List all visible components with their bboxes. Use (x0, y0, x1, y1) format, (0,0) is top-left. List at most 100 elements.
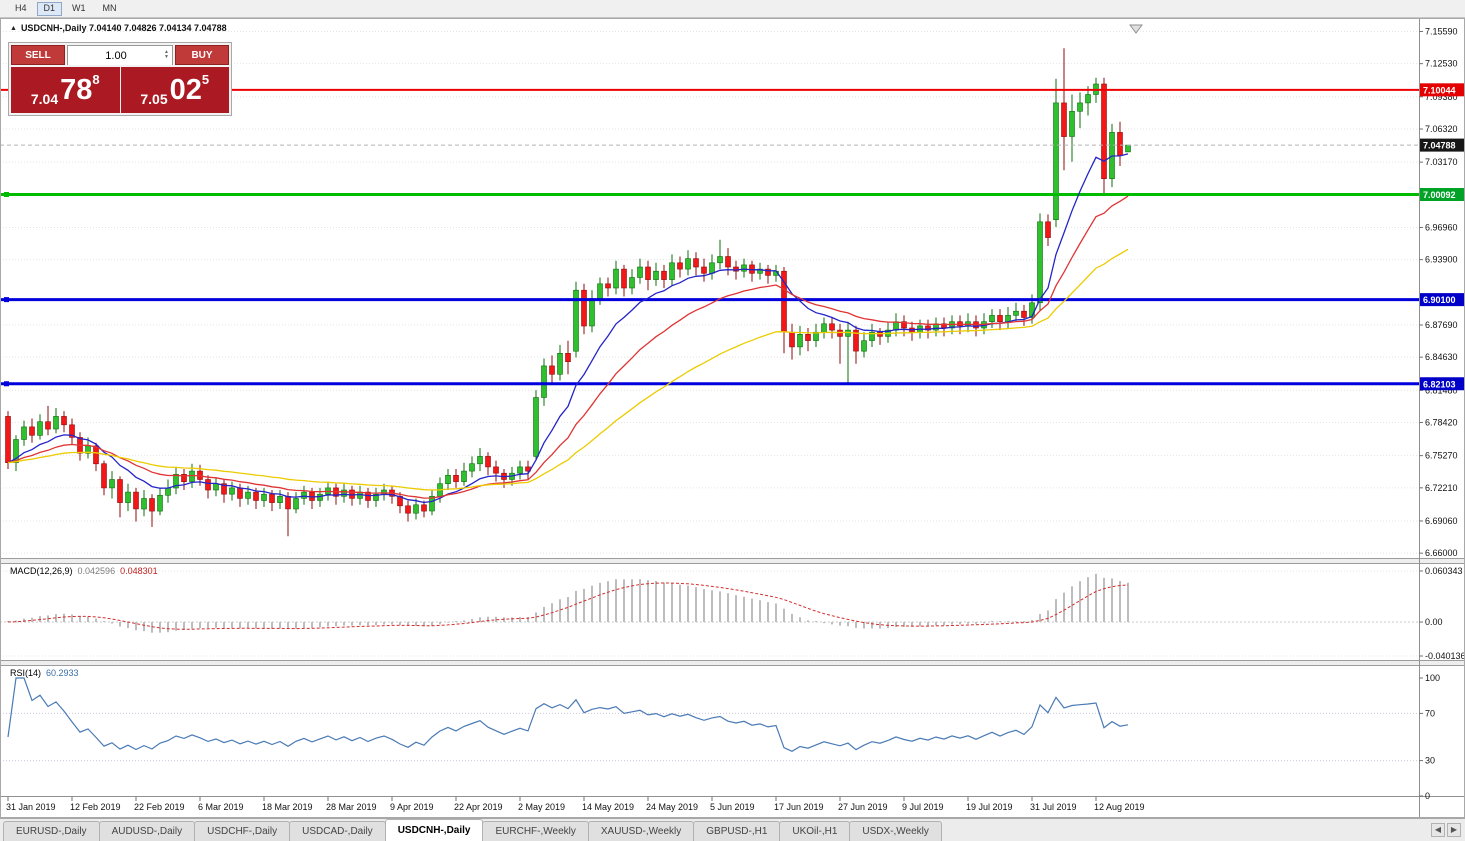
volume-field: ▲▼ (67, 45, 173, 65)
svg-text:27 Jun 2019: 27 Jun 2019 (838, 802, 888, 812)
tab-usdchf-daily[interactable]: USDCHF-,Daily (194, 821, 291, 841)
svg-text:28 Mar 2019: 28 Mar 2019 (326, 802, 377, 812)
svg-text:7.10044: 7.10044 (1423, 85, 1456, 95)
panel-splitter[interactable] (0, 660, 1465, 666)
svg-text:24 May 2019: 24 May 2019 (646, 802, 698, 812)
svg-text:6.78420: 6.78420 (1425, 417, 1458, 427)
timeframe-mn[interactable]: MN (96, 2, 124, 16)
tabs-scroll-left-icon[interactable]: ◀ (1431, 823, 1445, 837)
svg-text:31 Jul 2019: 31 Jul 2019 (1030, 802, 1077, 812)
svg-text:7.04788: 7.04788 (1423, 141, 1456, 151)
chart-shift-marker[interactable] (1129, 24, 1143, 34)
hline-handle[interactable] (4, 297, 9, 303)
svg-text:6.82103: 6.82103 (1423, 379, 1456, 389)
rsi-value: 60.2933 (46, 668, 79, 678)
tab-usdcad-daily[interactable]: USDCAD-,Daily (289, 821, 386, 841)
tab-xauusd-weekly[interactable]: XAUUSD-,Weekly (587, 821, 695, 841)
svg-text:7.12530: 7.12530 (1425, 59, 1458, 69)
svg-text:31 Jan 2019: 31 Jan 2019 (6, 802, 56, 812)
svg-text:22 Feb 2019: 22 Feb 2019 (134, 802, 185, 812)
svg-text:6.72210: 6.72210 (1425, 483, 1458, 493)
svg-text:7.03170: 7.03170 (1425, 157, 1458, 167)
spinner-down-icon[interactable]: ▼ (164, 54, 169, 60)
svg-text:6.93900: 6.93900 (1425, 255, 1458, 265)
quote-header-text: USDCNH-,Daily 7.04140 7.04826 7.04134 7.… (20, 23, 227, 33)
svg-text:9 Apr 2019: 9 Apr 2019 (390, 802, 434, 812)
svg-text:22 Apr 2019: 22 Apr 2019 (454, 802, 503, 812)
spinner-up-icon[interactable]: ▲ (164, 49, 169, 55)
timeframe-w1[interactable]: W1 (65, 2, 93, 16)
price-badge-7.10044 (1420, 83, 1465, 97)
collapse-arrow-icon[interactable]: ▲ (10, 24, 17, 32)
svg-text:0.060343: 0.060343 (1425, 566, 1463, 576)
tab-usdcnh-daily[interactable]: USDCNH-,Daily (384, 819, 484, 841)
svg-text:30: 30 (1425, 756, 1435, 766)
svg-text:0: 0 (1425, 791, 1430, 801)
price-badge-6.90100 (1420, 293, 1465, 307)
svg-text:6.96960: 6.96960 (1425, 222, 1458, 232)
buy-price-main: 7.05 (140, 91, 168, 107)
hline-handle[interactable] (4, 192, 9, 198)
svg-text:7.00092: 7.00092 (1423, 190, 1456, 200)
svg-text:7.06320: 7.06320 (1425, 124, 1458, 134)
price-badge-7.00092 (1420, 188, 1465, 202)
svg-text:6.87690: 6.87690 (1425, 320, 1458, 330)
timeframe-d1[interactable]: D1 (36, 1, 63, 16)
price-badge-7.04788 (1420, 138, 1465, 152)
rsi-name: RSI(14) (10, 668, 42, 678)
svg-text:2 May 2019: 2 May 2019 (518, 802, 565, 812)
macd-histogram (7, 573, 1129, 633)
svg-text:6.90100: 6.90100 (1423, 295, 1456, 305)
svg-text:6 Mar 2019: 6 Mar 2019 (198, 802, 244, 812)
chart-background (0, 18, 1465, 818)
tab-usdx-weekly[interactable]: USDX-,Weekly (849, 821, 942, 841)
timeframe-h4[interactable]: H4 (8, 2, 34, 16)
svg-text:18 Mar 2019: 18 Mar 2019 (262, 802, 313, 812)
svg-text:7.09380: 7.09380 (1425, 92, 1458, 102)
macd-signal-line (7, 582, 1129, 630)
sell-price-display[interactable]: 7.04 78 8 (11, 67, 120, 113)
sell-price-point: 8 (92, 72, 100, 87)
chart-quote-header: ▲ USDCNH-,Daily 7.04140 7.04826 7.04134 … (10, 23, 227, 33)
buy-price-display[interactable]: 7.05 02 5 (120, 67, 229, 113)
svg-text:0.00: 0.00 (1425, 617, 1443, 627)
buy-price-pips: 02 (169, 73, 202, 106)
tab-eurusd-daily[interactable]: EURUSD-,Daily (3, 821, 100, 841)
svg-text:6.81480: 6.81480 (1425, 385, 1458, 395)
rsi-indicator-label: RSI(14) 60.2933 (10, 668, 79, 678)
sell-button[interactable]: SELL (11, 45, 65, 65)
sell-price-pips: 78 (60, 73, 93, 106)
svg-text:100: 100 (1425, 673, 1440, 683)
price-badge-6.82103 (1420, 377, 1465, 391)
svg-text:6.69060: 6.69060 (1425, 516, 1458, 526)
horizontal-line-objects (0, 88, 1419, 387)
svg-text:12 Feb 2019: 12 Feb 2019 (70, 802, 121, 812)
ma-line-10 (7, 153, 1129, 504)
tabs-scroll-right-icon[interactable]: ▶ (1447, 823, 1461, 837)
price-gridlines (0, 30, 1419, 554)
svg-text:-0.040136: -0.040136 (1425, 651, 1465, 661)
panel-splitter[interactable] (0, 558, 1465, 564)
buy-button[interactable]: BUY (175, 45, 229, 65)
tab-eurchf-weekly[interactable]: EURCHF-,Weekly (482, 821, 589, 841)
hline-handle[interactable] (4, 381, 9, 387)
tabs-scroll-buttons: ◀ ▶ (1431, 823, 1461, 837)
svg-text:19 Jul 2019: 19 Jul 2019 (966, 802, 1013, 812)
buy-price-point: 5 (201, 72, 210, 87)
svg-text:17 Jun 2019: 17 Jun 2019 (774, 802, 824, 812)
svg-text:7.15590: 7.15590 (1425, 26, 1458, 36)
ma-line-21 (7, 195, 1129, 499)
macd-main-value: 0.042596 (77, 566, 116, 576)
svg-text:12 Aug 2019: 12 Aug 2019 (1094, 802, 1145, 812)
ma-line-45 (7, 248, 1129, 491)
volume-input[interactable] (68, 47, 172, 65)
tab-audusd-daily[interactable]: AUDUSD-,Daily (98, 821, 196, 841)
chart-tabs-bar: EURUSD-,Daily AUDUSD-,Daily USDCHF-,Daily U… (0, 818, 1465, 841)
svg-text:6.84630: 6.84630 (1425, 352, 1458, 362)
tab-ukoil-h1[interactable]: UKOil-,H1 (779, 821, 851, 841)
volume-spinner[interactable]: ▲ ▼ (162, 46, 171, 64)
macd-signal-value: 0.048301 (120, 566, 158, 576)
tab-gbpusd-h1[interactable]: GBPUSD-,H1 (693, 821, 781, 841)
